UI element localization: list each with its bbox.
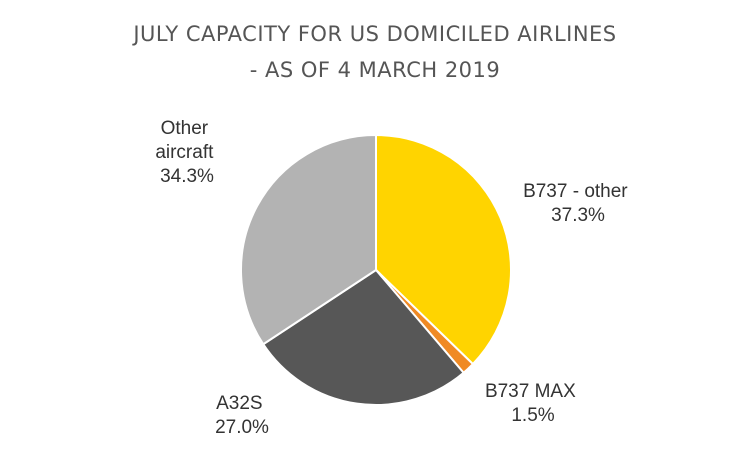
label-a32s-name: A32S: [216, 393, 262, 414]
label-other-aircraft-value: 34.3%: [160, 166, 214, 187]
pie-slices: [240, 133, 512, 406]
label-b737-other: B737 - other 37.3%: [523, 181, 633, 226]
slice-other-aircraft: [240, 133, 377, 346]
label-b737-max-value: 1.5%: [511, 405, 554, 426]
slice-b737-other: [375, 133, 512, 366]
label-other-aircraft-name-2: aircraft: [155, 142, 214, 163]
label-b737-max: B737 MAX 1.5%: [485, 381, 581, 426]
label-b737-other-value: 37.3%: [551, 205, 605, 226]
label-other-aircraft: Other aircraft 34.3%: [155, 118, 218, 187]
chart-title-line-1: JULY CAPACITY FOR US DOMICILED AIRLINES: [131, 22, 616, 46]
chart-title-line-2: - AS OF 4 MARCH 2019: [250, 58, 501, 82]
slice-a32s: [261, 268, 466, 406]
label-b737-max-name: B737 MAX: [485, 381, 576, 402]
label-b737-other-name: B737 - other: [523, 181, 628, 202]
label-a32s: A32S 27.0%: [215, 393, 269, 438]
label-a32s-value: 27.0%: [215, 417, 269, 438]
label-other-aircraft-name-1: Other: [161, 118, 209, 139]
